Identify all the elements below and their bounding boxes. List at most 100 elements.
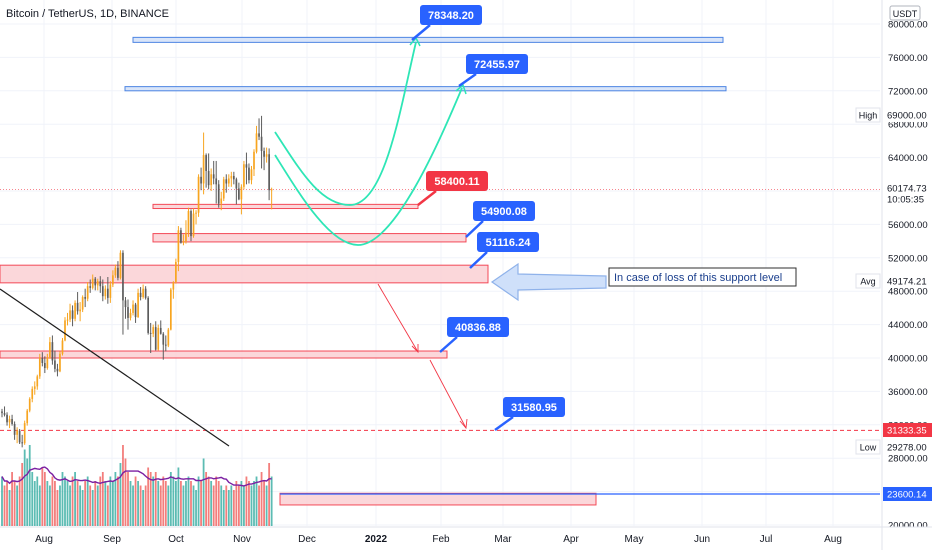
price-callout — [466, 54, 528, 74]
volume-bar — [253, 481, 255, 526]
candle-body — [18, 430, 21, 443]
volume-bar — [26, 458, 29, 526]
volume-bar — [227, 490, 230, 526]
candle-body — [56, 368, 59, 372]
volume-bar — [137, 481, 139, 526]
candle-body — [38, 358, 41, 377]
candle-body — [222, 179, 225, 199]
candle-body — [1, 411, 3, 414]
candle-body — [69, 310, 71, 320]
candle-body — [212, 174, 215, 179]
volume-bar — [202, 458, 205, 526]
drawings-layer: In case of loss of this support level — [0, 36, 797, 447]
volume-bar — [8, 490, 11, 526]
volume-bar — [217, 481, 220, 526]
candle-body — [164, 344, 167, 346]
volume-bar — [86, 476, 89, 526]
candle-body — [127, 307, 129, 318]
axis-value-badge — [883, 108, 932, 122]
axis-badge-label: Low — [860, 443, 877, 453]
candle-body — [49, 342, 51, 358]
candle-body — [205, 155, 207, 171]
candle-body — [195, 212, 197, 214]
volume-bar — [66, 481, 69, 526]
volume-bar — [13, 481, 16, 526]
volume-bar — [43, 472, 46, 526]
resistance-zone — [132, 36, 724, 43]
support-zone — [0, 264, 489, 284]
candle-body — [3, 413, 6, 415]
candle-body — [51, 342, 54, 361]
candle-body — [220, 198, 223, 204]
candle-body — [59, 353, 61, 372]
volume-bar — [222, 490, 225, 526]
axis-value-text: 31333.35 — [887, 426, 927, 437]
volume-bar — [243, 485, 245, 526]
x-tick-label: Oct — [168, 534, 184, 545]
y-tick-label: 36000.00 — [888, 387, 928, 398]
candle-body — [147, 297, 150, 333]
callout-pointer — [439, 336, 458, 353]
volume-bar — [36, 476, 39, 526]
candle-body — [132, 304, 134, 313]
candle-body — [66, 319, 69, 321]
candle-body — [122, 252, 124, 301]
candle-body — [21, 442, 24, 444]
volume-bar — [270, 476, 273, 526]
candle-body — [13, 423, 16, 435]
candle-body — [235, 179, 238, 189]
candle-body — [26, 410, 29, 424]
axis-value-text: 23600.14 — [887, 490, 927, 501]
y-tick-label: 64000.00 — [888, 153, 928, 164]
x-tick-label: Dec — [298, 534, 316, 545]
axis-value-badge — [883, 274, 932, 288]
volume-bar — [54, 481, 56, 526]
volume-bar — [64, 476, 66, 526]
volume-bar — [197, 476, 200, 526]
volume-bar — [122, 445, 124, 526]
breakdown-arrow — [377, 283, 419, 353]
volume-bar — [124, 458, 127, 526]
candle-body — [84, 297, 87, 299]
candle-body — [144, 288, 147, 298]
volume-bar — [220, 485, 223, 526]
candle-body — [101, 286, 104, 297]
price-callout — [447, 317, 509, 337]
candle-body — [260, 136, 263, 151]
volume-bar — [174, 481, 177, 526]
volume-bar — [200, 481, 202, 526]
big-left-arrow — [490, 262, 607, 302]
price-callout — [503, 397, 565, 417]
x-tick-label: Nov — [233, 534, 251, 545]
candle-body — [16, 430, 18, 435]
candle-body — [172, 282, 175, 290]
axis-badge-tag — [855, 439, 881, 455]
candle-body — [207, 170, 210, 186]
volume-bar — [235, 481, 238, 526]
downtrend-line — [0, 288, 230, 447]
candle-body — [243, 164, 245, 187]
axis-badge-tag — [855, 107, 881, 123]
x-tick-label: Aug — [824, 534, 842, 545]
y-tick-label: 20000.00 — [888, 521, 928, 532]
volume-bar — [263, 481, 265, 526]
candle-body — [240, 186, 243, 200]
volume-bar — [69, 485, 71, 526]
candle-body — [177, 230, 180, 262]
candle-body — [217, 184, 220, 204]
candle-body — [134, 304, 137, 318]
callout-pointer — [469, 251, 488, 269]
candle-body — [167, 329, 170, 346]
breakdown-arrow — [429, 359, 467, 429]
candle-body — [74, 302, 76, 319]
volume-bar — [84, 481, 87, 526]
x-tick-label: 2022 — [365, 534, 388, 545]
volume-bar — [260, 472, 263, 526]
support-zone — [0, 350, 448, 359]
candle-body — [227, 178, 230, 184]
volume-bar — [46, 481, 49, 526]
volume-bar — [28, 445, 31, 526]
candle-body — [114, 267, 117, 276]
